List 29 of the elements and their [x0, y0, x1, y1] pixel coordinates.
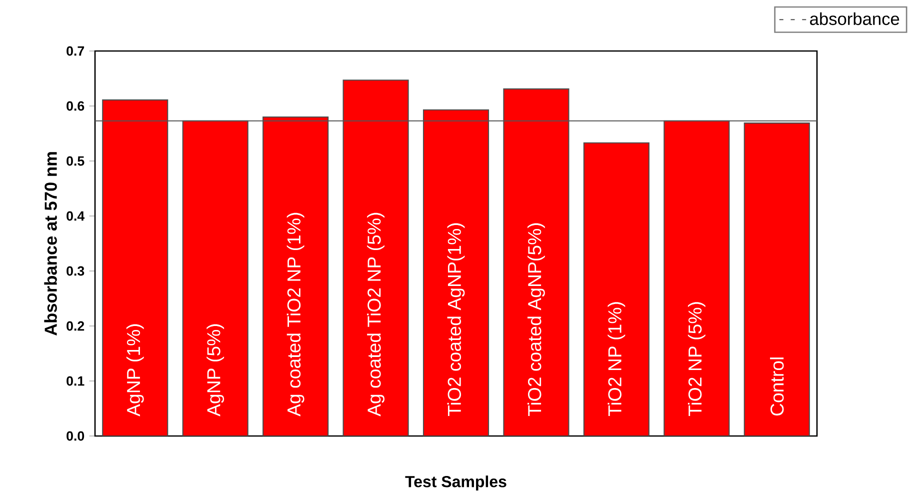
- bar: [744, 122, 810, 436]
- y-tick-label: 0.5: [66, 156, 84, 166]
- x-tick-label: Ag coated TiO2 NP (1%): [286, 212, 304, 416]
- bar: [584, 142, 649, 436]
- bar: [664, 120, 730, 436]
- x-tick-label: TiO2 NP (1%): [608, 302, 626, 416]
- y-tick-label: 0.1: [66, 376, 84, 386]
- bar: [263, 116, 328, 436]
- y-tick-label: 0.0: [66, 431, 84, 441]
- x-tick-label: TiO2 coated AgNP(5%): [528, 223, 545, 416]
- x-tick-label: AgNP (5%): [206, 324, 224, 416]
- bar: [343, 80, 408, 436]
- bar: [182, 120, 248, 436]
- bar: [504, 88, 569, 436]
- bar: [424, 110, 488, 436]
- text: absorbance: [810, 12, 900, 26]
- x-tick-label: Ag coated TiO2 NP (5%): [367, 212, 384, 416]
- y-tick-label: 0.6: [66, 101, 84, 111]
- y-tick-label: 0.7: [66, 46, 84, 56]
- y-tick-label: 0.3: [66, 266, 84, 276]
- x-tick-label: TiO2 coated AgNP(1%): [447, 223, 465, 416]
- x-tick-label: TiO2 NP (5%): [688, 302, 706, 416]
- x-tick-label: Control: [770, 358, 784, 416]
- bar: [102, 100, 168, 436]
- y-axis-title: Absorbance at 570 nm: [44, 152, 57, 336]
- y-tick-label: 0.4: [66, 211, 85, 221]
- x-tick-label: AgNP (1%): [126, 324, 144, 416]
- y-tick-label: 0.2: [66, 321, 84, 331]
- x-axis-title: Test Samples: [405, 476, 506, 490]
